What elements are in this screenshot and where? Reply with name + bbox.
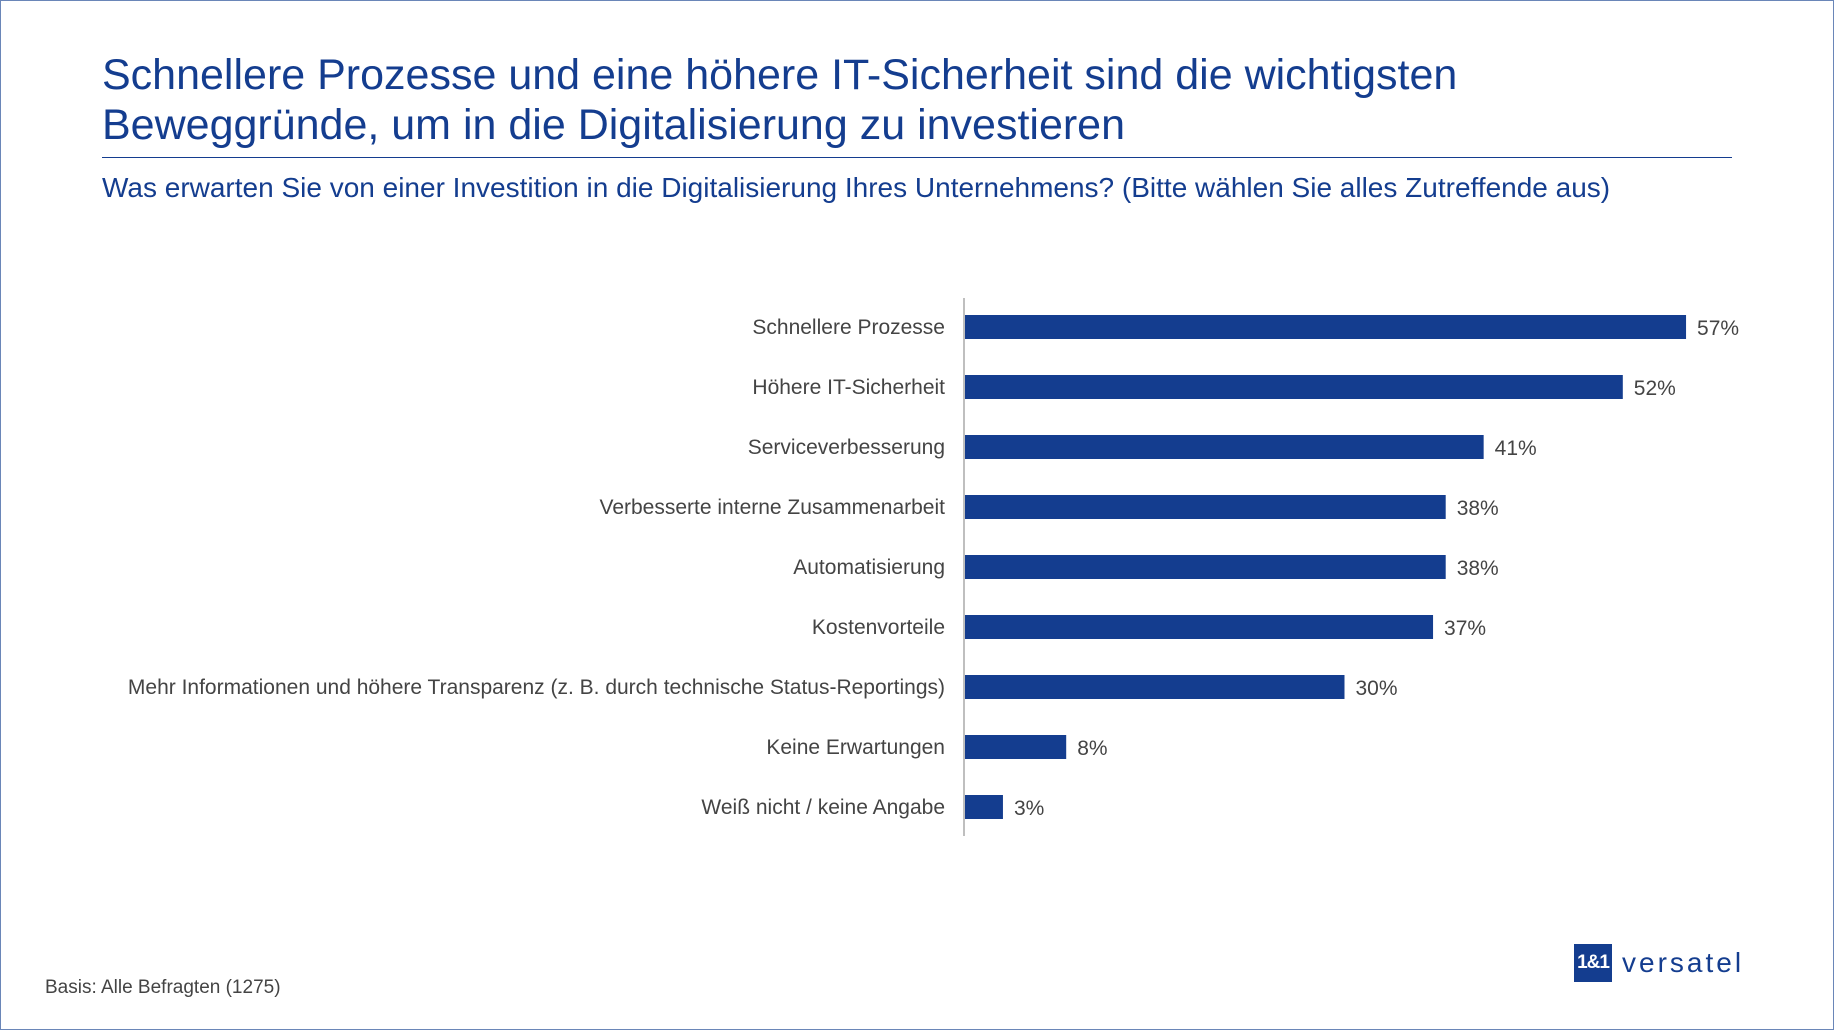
bar xyxy=(965,795,1003,819)
category-label: Keine Erwartungen xyxy=(766,736,945,759)
category-label: Automatisierung xyxy=(793,556,945,579)
category-label: Serviceverbesserung xyxy=(748,436,945,459)
value-label: 38% xyxy=(1457,497,1499,520)
question-subtitle: Was erwarten Sie von einer Investition i… xyxy=(102,172,1611,203)
value-label: 41% xyxy=(1495,437,1537,460)
logo-text: versatel xyxy=(1622,947,1745,978)
value-label: 52% xyxy=(1634,377,1676,400)
slide-title: Schnellere Prozesse und eine höhere IT-S… xyxy=(102,51,1458,149)
logo-box: 1&1 xyxy=(1574,944,1612,982)
category-label: Schnellere Prozesse xyxy=(752,316,945,339)
category-label: Höhere IT-Sicherheit xyxy=(752,376,945,399)
value-label: 38% xyxy=(1457,557,1499,580)
category-label: Verbesserte interne Zusammenarbeit xyxy=(599,496,945,519)
bar xyxy=(965,495,1446,519)
bar xyxy=(965,315,1687,339)
value-label: 8% xyxy=(1077,737,1107,760)
bar xyxy=(965,375,1623,399)
category-label: Kostenvorteile xyxy=(812,616,945,639)
title-divider xyxy=(102,157,1732,158)
value-label: 30% xyxy=(1356,677,1398,700)
category-label: Weiß nicht / keine Angabe xyxy=(701,796,945,819)
value-label: 3% xyxy=(1014,797,1044,820)
category-label: Mehr Informationen und höhere Transparen… xyxy=(128,676,945,699)
bar xyxy=(965,675,1345,699)
value-label: 37% xyxy=(1444,617,1486,640)
value-label: 57% xyxy=(1697,317,1739,340)
basis-note: Basis: Alle Befragten (1275) xyxy=(45,977,281,998)
bar xyxy=(965,735,1067,759)
bar xyxy=(965,615,1434,639)
bar xyxy=(965,555,1446,579)
versatel-logo: 1&1 versatel xyxy=(1574,944,1744,982)
bar xyxy=(965,435,1484,459)
